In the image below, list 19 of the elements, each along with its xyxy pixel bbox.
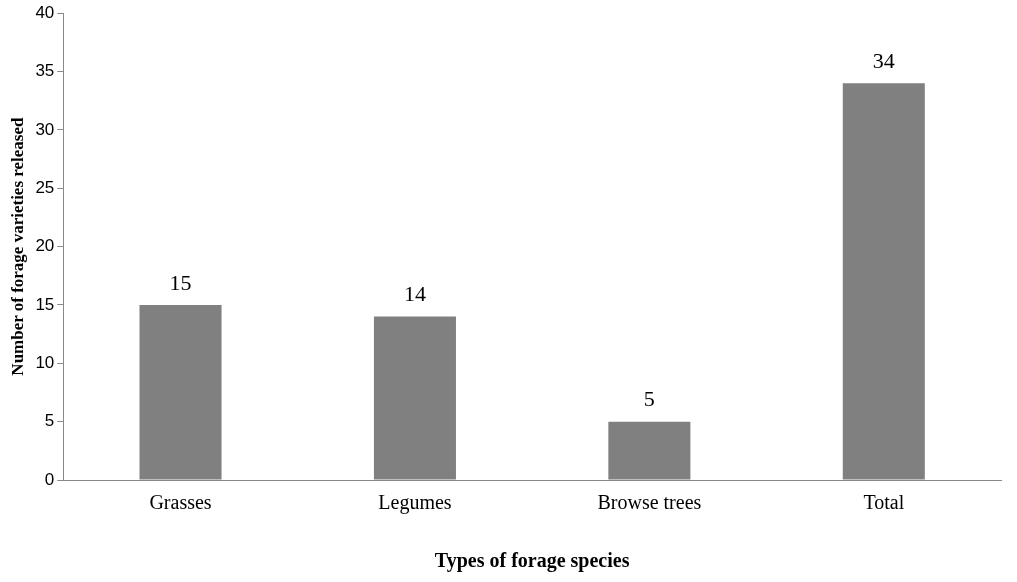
y-tick-label: 0 bbox=[44, 469, 55, 489]
y-tick-label: 15 bbox=[35, 294, 55, 314]
x-tick-label: Browse trees bbox=[597, 491, 702, 514]
data-label: 15 bbox=[169, 269, 192, 295]
y-tick-label: 20 bbox=[35, 236, 55, 256]
x-tick-label: Grasses bbox=[149, 491, 212, 514]
y-tick-label: 40 bbox=[35, 2, 55, 22]
y-tick-label: 30 bbox=[35, 119, 55, 139]
x-axis-title: Types of forage species bbox=[434, 549, 630, 573]
x-tick-label: Legumes bbox=[378, 491, 452, 515]
data-label: 34 bbox=[872, 48, 895, 73]
y-axis-title: Number of forage varieties released bbox=[7, 117, 27, 376]
y-tick-label: 25 bbox=[35, 177, 55, 197]
y-tick-label: 35 bbox=[35, 61, 55, 81]
y-tick-label: 5 bbox=[44, 411, 55, 431]
data-label: 5 bbox=[643, 386, 655, 412]
data-label: 14 bbox=[403, 281, 426, 307]
y-tick-label: 10 bbox=[35, 352, 55, 372]
x-tick-label: Total bbox=[863, 491, 905, 514]
